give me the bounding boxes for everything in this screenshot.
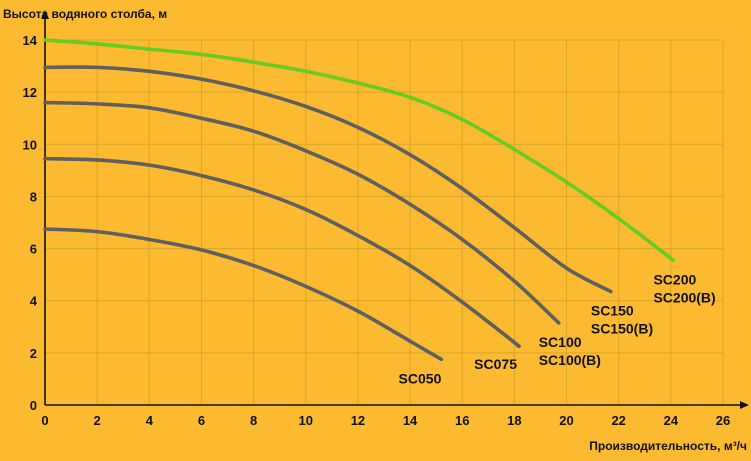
series-label-sc100: SC100: [539, 334, 582, 350]
series-label-sc200: SC200: [653, 271, 696, 287]
x-tick-label: 6: [198, 413, 205, 428]
x-axis-title: Производительность, м³/ч: [589, 439, 747, 453]
series-label-sc050: SC050: [399, 370, 442, 386]
series-line-sc075: [43, 156, 521, 349]
x-tick-label: 8: [250, 413, 257, 428]
y-axis-title: Высота водяного столба, м: [3, 7, 167, 21]
series-labels: SC050SC075SC100SC100(B)SC150SC150(B)SC20…: [399, 271, 716, 386]
x-tick-label: 4: [146, 413, 154, 428]
x-tick-label: 16: [455, 413, 469, 428]
y-tick-label: 0: [30, 398, 37, 413]
y-tick-label: 10: [23, 137, 37, 152]
y-tick-label: 12: [23, 85, 37, 100]
series-line-sc200: [43, 38, 676, 263]
axes: [41, 10, 749, 409]
x-tick-label: 14: [403, 413, 418, 428]
y-axis-arrow: [41, 10, 49, 19]
y-tick-label: 14: [23, 33, 38, 48]
series-lines: [43, 38, 676, 362]
grid: [45, 39, 724, 405]
y-tick-label: 6: [30, 242, 37, 257]
y-tick-label: 2: [30, 346, 37, 361]
series-line-sc100: [43, 100, 561, 325]
x-tick-label: 2: [94, 413, 101, 428]
series-label-sc200: SC200(B): [653, 289, 715, 305]
x-axis-arrow: [740, 401, 749, 409]
series-label-sc075: SC075: [474, 356, 517, 372]
x-tick-label: 24: [664, 413, 679, 428]
x-tick-label: 12: [351, 413, 365, 428]
y-tick-label: 4: [30, 294, 38, 309]
y-tick-label: 8: [30, 189, 37, 204]
x-tick-labels: 0 2 4 6 8 10 12 14 16 18 20 22 24 26: [41, 413, 730, 428]
x-tick-label: 22: [611, 413, 625, 428]
x-tick-label: 26: [716, 413, 730, 428]
y-tick-labels: 0 2 4 6 8 10 12 14: [23, 33, 38, 413]
series-line-sc050: [43, 227, 444, 362]
x-tick-label: 18: [507, 413, 521, 428]
series-label-sc150: SC150(B): [591, 321, 653, 337]
x-tick-label: 20: [559, 413, 573, 428]
x-tick-label: 0: [41, 413, 48, 428]
series-label-sc100: SC100(B): [539, 352, 601, 368]
series-line-sc150: [43, 65, 613, 294]
series-label-sc150: SC150: [591, 303, 634, 319]
x-tick-label: 10: [299, 413, 313, 428]
